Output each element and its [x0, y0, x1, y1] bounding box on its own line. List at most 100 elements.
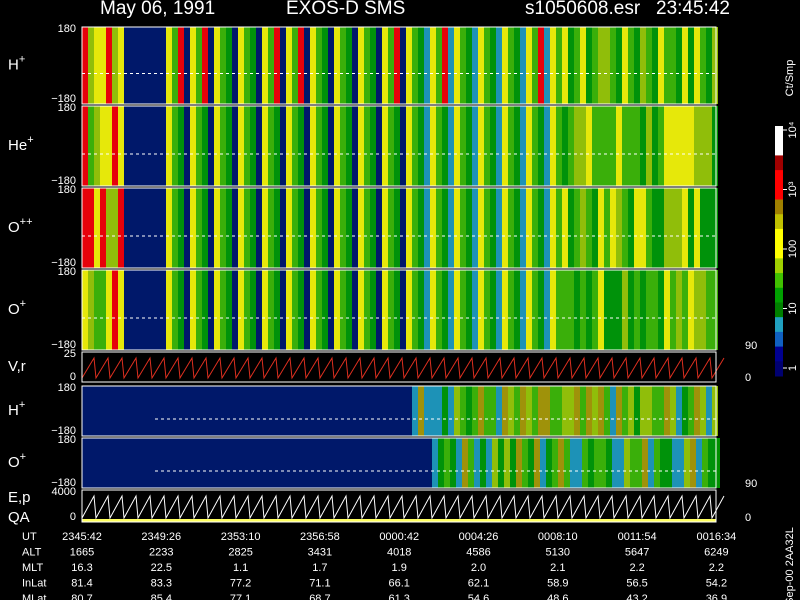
spectrogram-column — [460, 188, 466, 268]
spectrogram-column — [322, 27, 328, 104]
spectrogram-column — [696, 438, 702, 488]
spectrogram-column — [664, 27, 670, 104]
spectrogram-column — [640, 386, 646, 436]
spectrogram-column — [286, 27, 292, 104]
spectrogram-column — [610, 270, 616, 350]
spectrogram-column — [688, 106, 694, 186]
spectrogram-column — [568, 188, 574, 268]
spectrogram-column — [616, 188, 622, 268]
spectrogram-column — [82, 106, 88, 186]
spectrogram-column — [676, 270, 682, 350]
spectrogram-column — [454, 270, 460, 350]
spectrogram-column — [570, 438, 576, 488]
colorbar-label: 10 — [787, 302, 799, 314]
spectrogram-column — [562, 386, 568, 436]
spectrogram-column — [634, 27, 640, 104]
spectrogram-column — [478, 106, 484, 186]
spectrogram-column — [496, 106, 502, 186]
spectrogram-column — [274, 106, 280, 186]
row-value: 0016:34 — [697, 531, 737, 543]
spectrogram-column — [688, 27, 694, 104]
spectrogram-column — [394, 270, 400, 350]
colorbar-unit: Ct/Smp — [784, 60, 796, 97]
spectrogram-column — [694, 386, 700, 436]
spectrogram-column — [418, 270, 424, 350]
label-text: O — [8, 454, 20, 471]
spectrogram-column — [424, 106, 430, 186]
spectrogram-column — [364, 270, 370, 350]
row-label: MLat — [22, 593, 46, 600]
spectrogram-column — [466, 270, 472, 350]
row-value: 2356:58 — [300, 531, 340, 543]
spectrogram-column — [106, 27, 112, 104]
spectrogram-column — [682, 106, 688, 186]
panel-frame — [81, 187, 717, 269]
spectrogram-column — [244, 106, 250, 186]
spectrogram-column — [504, 438, 510, 488]
spectrogram-column — [664, 386, 670, 436]
spectrogram-column — [558, 438, 564, 488]
spectrogram-column — [700, 188, 706, 268]
row-label: UT — [22, 531, 37, 543]
spectrogram-column — [694, 270, 700, 350]
spectrogram-column — [544, 188, 550, 268]
row-value: 1.1 — [233, 562, 248, 574]
spectrogram-column — [448, 106, 454, 186]
spectrogram-column — [106, 188, 112, 268]
spectrogram-column — [214, 270, 220, 350]
label-text: E,p — [8, 489, 31, 506]
spectrogram-column — [652, 106, 658, 186]
spectrogram-column — [468, 438, 474, 488]
spectrogram-column — [220, 106, 226, 186]
spectrogram-column — [448, 188, 454, 268]
spectrogram-column — [514, 386, 520, 436]
spectrogram-column — [646, 106, 652, 186]
row-value: 0011:54 — [618, 531, 657, 543]
spectrogram-column — [244, 27, 250, 104]
row-value: 0000:42 — [379, 531, 419, 543]
spectrogram-column — [226, 188, 232, 268]
time: 23:45:42 — [656, 0, 730, 19]
spectrogram-column — [88, 106, 94, 186]
spectrogram-column — [238, 188, 244, 268]
spectrogram-column — [492, 438, 498, 488]
spectrogram-column — [118, 106, 124, 186]
spectrogram-column — [412, 106, 418, 186]
spectrogram-column — [418, 386, 424, 436]
spectrogram-column — [286, 270, 292, 350]
spectrogram-column — [556, 106, 562, 186]
colorbar-segment — [775, 214, 783, 230]
axis-top: 25 — [64, 348, 76, 360]
label-sup: + — [20, 298, 26, 310]
spectrogram-column — [510, 438, 516, 488]
spectrogram-column — [274, 27, 280, 104]
spectrogram-column — [496, 27, 502, 104]
spectrogram-column — [100, 270, 106, 350]
spectrogram-column — [456, 438, 462, 488]
spectrogram-column — [678, 438, 684, 488]
spectrogram-column — [490, 27, 496, 104]
spectrogram-column — [436, 188, 442, 268]
spectrogram-column — [700, 270, 706, 350]
spectrogram-column — [594, 438, 600, 488]
spectrogram-column — [622, 27, 628, 104]
spectrogram-column — [676, 106, 682, 186]
spectrogram-column — [286, 188, 292, 268]
spectrogram-column — [118, 270, 124, 350]
spectrogram-column — [628, 386, 634, 436]
spectrogram-column — [286, 106, 292, 186]
label-text: H — [8, 402, 19, 419]
spectrogram-column — [486, 438, 492, 488]
row-value: 77.1 — [230, 593, 251, 600]
right-axis: 0 — [745, 372, 751, 384]
colorbar-segment — [775, 243, 783, 259]
label-sup: + — [27, 134, 33, 146]
spectrogram-column — [666, 438, 672, 488]
spectrogram-column — [432, 438, 438, 488]
spectrogram-column — [406, 188, 412, 268]
row-value: 0004:26 — [459, 531, 499, 543]
spectrogram-column — [412, 188, 418, 268]
spectrogram-column — [412, 386, 418, 436]
spectrogram-column — [394, 27, 400, 104]
spectrogram-column — [610, 188, 616, 268]
